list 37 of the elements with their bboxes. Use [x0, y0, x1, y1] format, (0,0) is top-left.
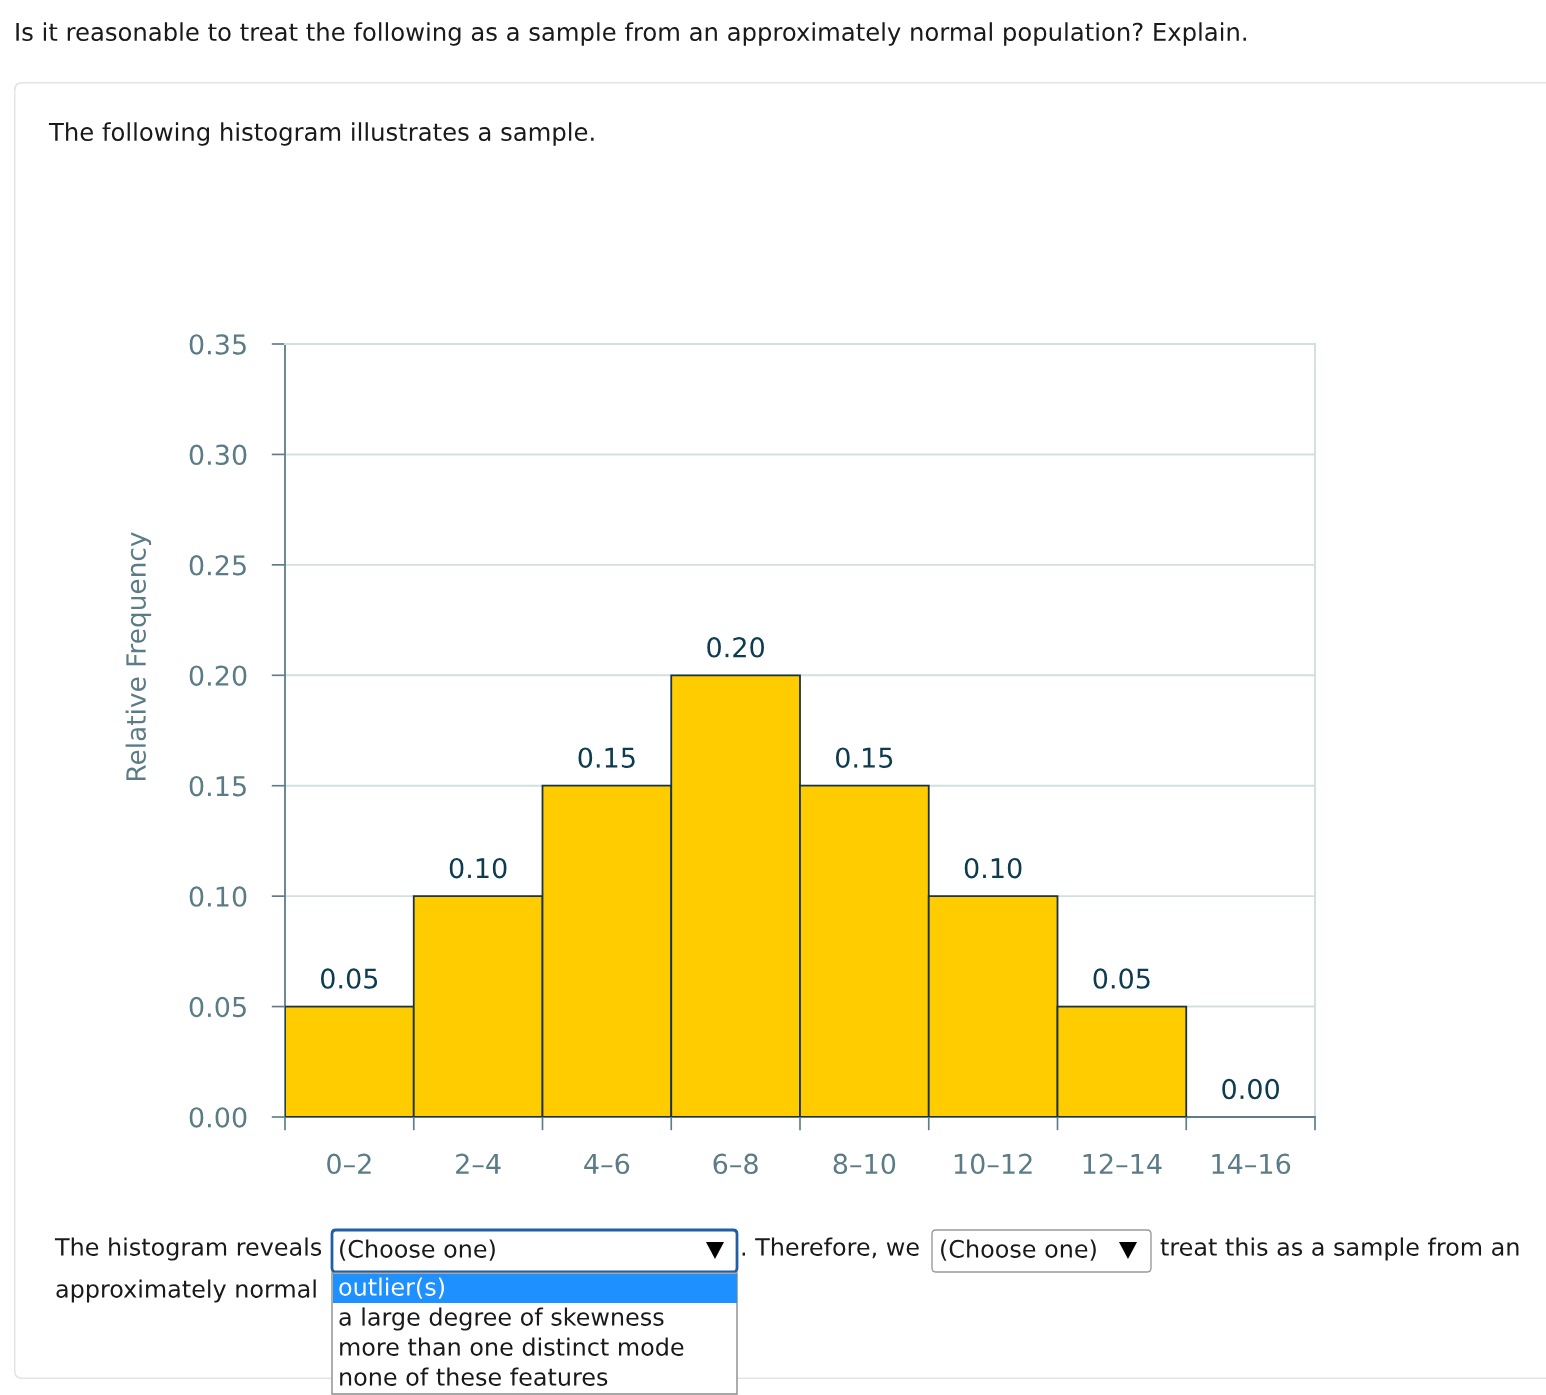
data-label: 0.15: [836, 747, 893, 768]
x-tick-label: 6–8: [713, 1153, 758, 1175]
data-label: 0.00: [1222, 1078, 1279, 1100]
y-axis-title: Relative Frequency: [125, 532, 152, 781]
chart-subtitle: The following histogram illustrates a sample.: [48, 122, 594, 146]
x-tick-label: 10–12: [954, 1153, 1032, 1175]
y-tick-label: 0.15: [189, 775, 246, 797]
text: . Therefore, we: [742, 1237, 919, 1259]
text: treat this as a sample from an: [1160, 1237, 1519, 1261]
chart-title: Is it reasonable to treat the following as a sample from an approximately normal population? Explain.: [16, 22, 1246, 46]
data-label: 0.05: [1093, 968, 1150, 989]
text: (Choose one): [941, 1239, 1096, 1261]
text: none of these features: [340, 1367, 608, 1386]
data-label: 0.05: [321, 968, 378, 989]
x-tick-label: 8–10: [833, 1153, 896, 1175]
data-label: 0.20: [707, 637, 764, 658]
x-tick-label: 12–14: [1083, 1153, 1162, 1174]
text: (Choose one): [340, 1239, 495, 1261]
data-label: 0.10: [964, 857, 1022, 879]
y-tick-label: 0.25: [189, 555, 246, 576]
text: a large degree of skewness: [339, 1307, 664, 1331]
y-tick-label: 0.10: [189, 886, 247, 907]
text: more than one distinct mode: [340, 1337, 684, 1356]
data-label: 0.15: [578, 747, 635, 768]
y-tick-label: 0.30: [189, 444, 247, 466]
text: approximately normal: [56, 1279, 316, 1303]
data-label: 0.10: [449, 857, 507, 879]
y-tick-label: 0.00: [189, 1107, 247, 1128]
x-tick-label: 2–4: [456, 1153, 501, 1174]
text: outlier(s): [339, 1277, 444, 1299]
y-tick-label: 0.35: [189, 334, 246, 355]
x-tick-label: 0–2: [327, 1153, 371, 1175]
y-tick-label: 0.05: [189, 996, 246, 1018]
text: The histogram reveals: [54, 1237, 322, 1261]
x-tick-label: 4–6: [584, 1153, 630, 1175]
x-tick-label: 14–16: [1212, 1153, 1291, 1175]
y-tick-label: 0.20: [189, 665, 247, 686]
